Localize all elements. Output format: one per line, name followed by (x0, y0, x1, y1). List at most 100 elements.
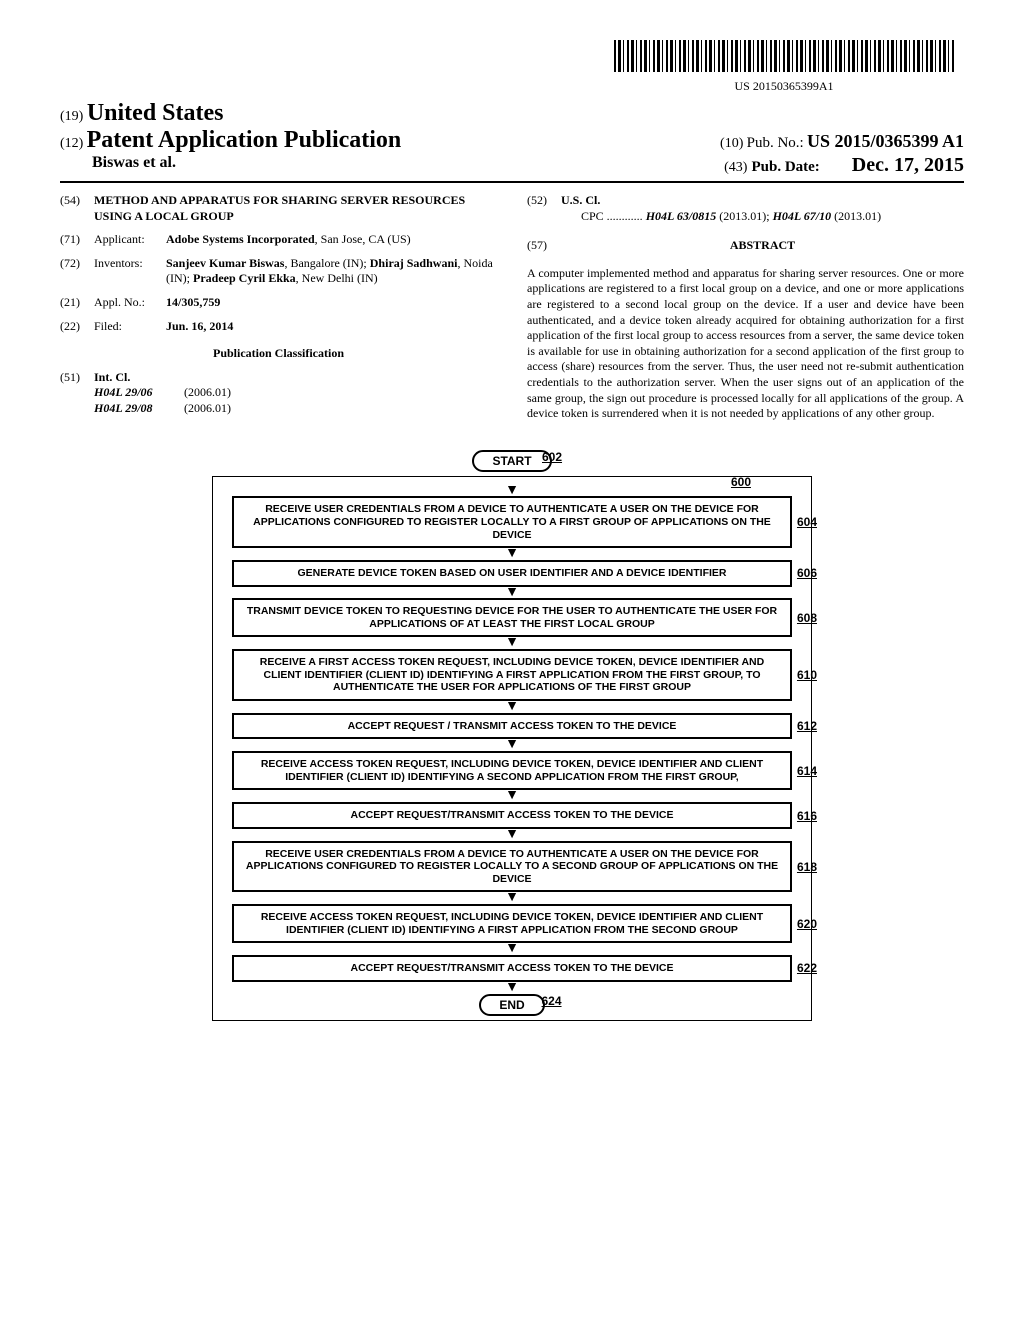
code-51: (51) (60, 370, 94, 417)
code-19: (19) (60, 109, 83, 124)
inventor-3: Pradeep Cyril Ekka (193, 271, 296, 285)
flowchart-step-row: RECEIVE ACCESS TOKEN REQUEST, INCLUDING … (217, 751, 807, 790)
flowchart-step-num: 612 (797, 719, 817, 733)
flowchart-step-row: ACCEPT REQUEST/TRANSMIT ACCESS TOKEN TO … (217, 802, 807, 829)
field-21: (21) Appl. No.: 14/305,759 (60, 295, 497, 311)
cpc-2: H04L 67/10 (773, 209, 832, 223)
field-54: (54) METHOD AND APPARATUS FOR SHARING SE… (60, 193, 497, 224)
flowchart-end-num: 624 (542, 994, 562, 1008)
field-52: (52) U.S. Cl. CPC ............ H04L 63/0… (527, 193, 964, 224)
inventor-2: Dhiraj Sadhwani (370, 256, 458, 270)
code-71: (71) (60, 232, 94, 248)
code-52: (52) (527, 193, 561, 224)
code-10: (10) (720, 136, 743, 151)
label-uscl: U.S. Cl. (561, 193, 600, 207)
authors: Biswas et al. (60, 154, 176, 177)
intcl-1-year: (2006.01) (184, 385, 231, 401)
label-inventors: Inventors: (94, 256, 166, 287)
country-name: United States (87, 100, 224, 126)
arrow-icon: ▼ (217, 638, 807, 648)
code-12: (12) (60, 136, 83, 151)
arrow-icon: ▼ (217, 893, 807, 903)
flowchart-step: RECEIVE A FIRST ACCESS TOKEN REQUEST, IN… (232, 649, 792, 701)
flowchart-start: START (472, 450, 551, 472)
flowchart-step-num: 614 (797, 764, 817, 778)
label-applno: Appl. No.: (94, 295, 166, 311)
flowchart-step: RECEIVE USER CREDENTIALS FROM A DEVICE T… (232, 841, 792, 893)
right-column: (52) U.S. Cl. CPC ............ H04L 63/0… (527, 193, 964, 425)
flowchart-step-row: TRANSMIT DEVICE TOKEN TO REQUESTING DEVI… (217, 598, 807, 637)
arrow-icon: ▼ (217, 944, 807, 954)
flowchart-step: GENERATE DEVICE TOKEN BASED ON USER IDEN… (232, 560, 792, 587)
code-21: (21) (60, 295, 94, 311)
flowchart-step: TRANSMIT DEVICE TOKEN TO REQUESTING DEVI… (232, 598, 792, 637)
flowchart-step-num: 622 (797, 961, 817, 975)
code-72: (72) (60, 256, 94, 287)
pubdate-label: Pub. Date: (751, 159, 819, 175)
flowchart-step-row: GENERATE DEVICE TOKEN BASED ON USER IDEN… (217, 560, 807, 587)
publication-number: US 2015/0365399 A1 (807, 131, 964, 151)
barcode-region: US 20150365399A1 (60, 40, 964, 94)
figure-number: 600 (731, 475, 751, 489)
flowchart-step-row: RECEIVE ACCESS TOKEN REQUEST, INCLUDING … (217, 904, 807, 943)
code-43: (43) (724, 160, 747, 175)
flowchart-step-num: 620 (797, 917, 817, 931)
flowchart-container: 600 ▼ RECEIVE USER CREDENTIALS FROM A DE… (212, 476, 812, 1021)
arrow-icon: ▼ (217, 983, 807, 993)
flowchart-step: ACCEPT REQUEST / TRANSMIT ACCESS TOKEN T… (232, 713, 792, 740)
flowchart-step-row: ACCEPT REQUEST/TRANSMIT ACCESS TOKEN TO … (217, 955, 807, 982)
filed-date: Jun. 16, 2014 (166, 319, 233, 333)
field-72: (72) Inventors: Sanjeev Kumar Biswas, Ba… (60, 256, 497, 287)
flowchart-step-row: ACCEPT REQUEST / TRANSMIT ACCESS TOKEN T… (217, 713, 807, 740)
field-51: (51) Int. Cl. H04L 29/06 (2006.01) H04L … (60, 370, 497, 417)
flowchart-step-num: 618 (797, 860, 817, 874)
pubno-label: Pub. No.: (747, 135, 804, 151)
intcl-1: H04L 29/06 (94, 385, 184, 401)
patent-page: US 20150365399A1 (19) United States (12)… (0, 0, 1024, 1051)
flowchart: START 602 600 ▼ RECEIVE USER CREDENTIALS… (212, 450, 812, 1021)
cpc-label: CPC ............ (581, 209, 643, 223)
flowchart-step-num: 608 (797, 611, 817, 625)
field-71: (71) Applicant: Adobe Systems Incorporat… (60, 232, 497, 248)
publication-type: Patent Application Publication (87, 127, 402, 153)
flowchart-step-num: 610 (797, 668, 817, 682)
cpc-1: H04L 63/0815 (646, 209, 717, 223)
label-filed: Filed: (94, 319, 166, 335)
publication-classification-heading: Publication Classification (60, 346, 497, 362)
flowchart-start-num: 602 (542, 450, 562, 464)
field-22: (22) Filed: Jun. 16, 2014 (60, 319, 497, 335)
flowchart-step-num: 606 (797, 566, 817, 580)
arrow-icon: ▼ (217, 740, 807, 750)
application-number: 14/305,759 (166, 295, 220, 309)
code-22: (22) (60, 319, 94, 335)
publication-date: Dec. 17, 2015 (852, 154, 964, 176)
flowchart-step-row: RECEIVE USER CREDENTIALS FROM A DEVICE T… (217, 841, 807, 893)
left-column: (54) METHOD AND APPARATUS FOR SHARING SE… (60, 193, 497, 425)
flowchart-step: ACCEPT REQUEST/TRANSMIT ACCESS TOKEN TO … (232, 802, 792, 829)
header: (19) United States (12) Patent Applicati… (60, 100, 964, 183)
applicant-name: Adobe Systems Incorporated (166, 232, 315, 246)
code-54: (54) (60, 193, 94, 224)
flowchart-step: ACCEPT REQUEST/TRANSMIT ACCESS TOKEN TO … (232, 955, 792, 982)
barcode-text: US 20150365399A1 (614, 79, 954, 94)
arrow-icon: ▼ (217, 486, 807, 496)
arrow-icon: ▼ (217, 549, 807, 559)
flowchart-step: RECEIVE ACCESS TOKEN REQUEST, INCLUDING … (232, 904, 792, 943)
field-57: (57) ABSTRACT (527, 238, 964, 258)
bibliographic-columns: (54) METHOD AND APPARATUS FOR SHARING SE… (60, 193, 964, 425)
intcl-2-year: (2006.01) (184, 401, 231, 417)
inventor-1: Sanjeev Kumar Biswas (166, 256, 284, 270)
flowchart-step-num: 604 (797, 515, 817, 529)
intcl-2: H04L 29/08 (94, 401, 184, 417)
abstract-heading: ABSTRACT (561, 238, 964, 254)
barcode-graphic (614, 40, 954, 72)
arrow-icon: ▼ (217, 702, 807, 712)
applicant-loc: , San Jose, CA (US) (315, 232, 411, 246)
flowchart-step-row: RECEIVE A FIRST ACCESS TOKEN REQUEST, IN… (217, 649, 807, 701)
invention-title: METHOD AND APPARATUS FOR SHARING SERVER … (94, 193, 497, 224)
label-applicant: Applicant: (94, 232, 166, 248)
arrow-icon: ▼ (217, 830, 807, 840)
flowchart-step: RECEIVE USER CREDENTIALS FROM A DEVICE T… (232, 496, 792, 548)
label-intcl: Int. Cl. (94, 370, 130, 384)
flowchart-step-num: 616 (797, 809, 817, 823)
